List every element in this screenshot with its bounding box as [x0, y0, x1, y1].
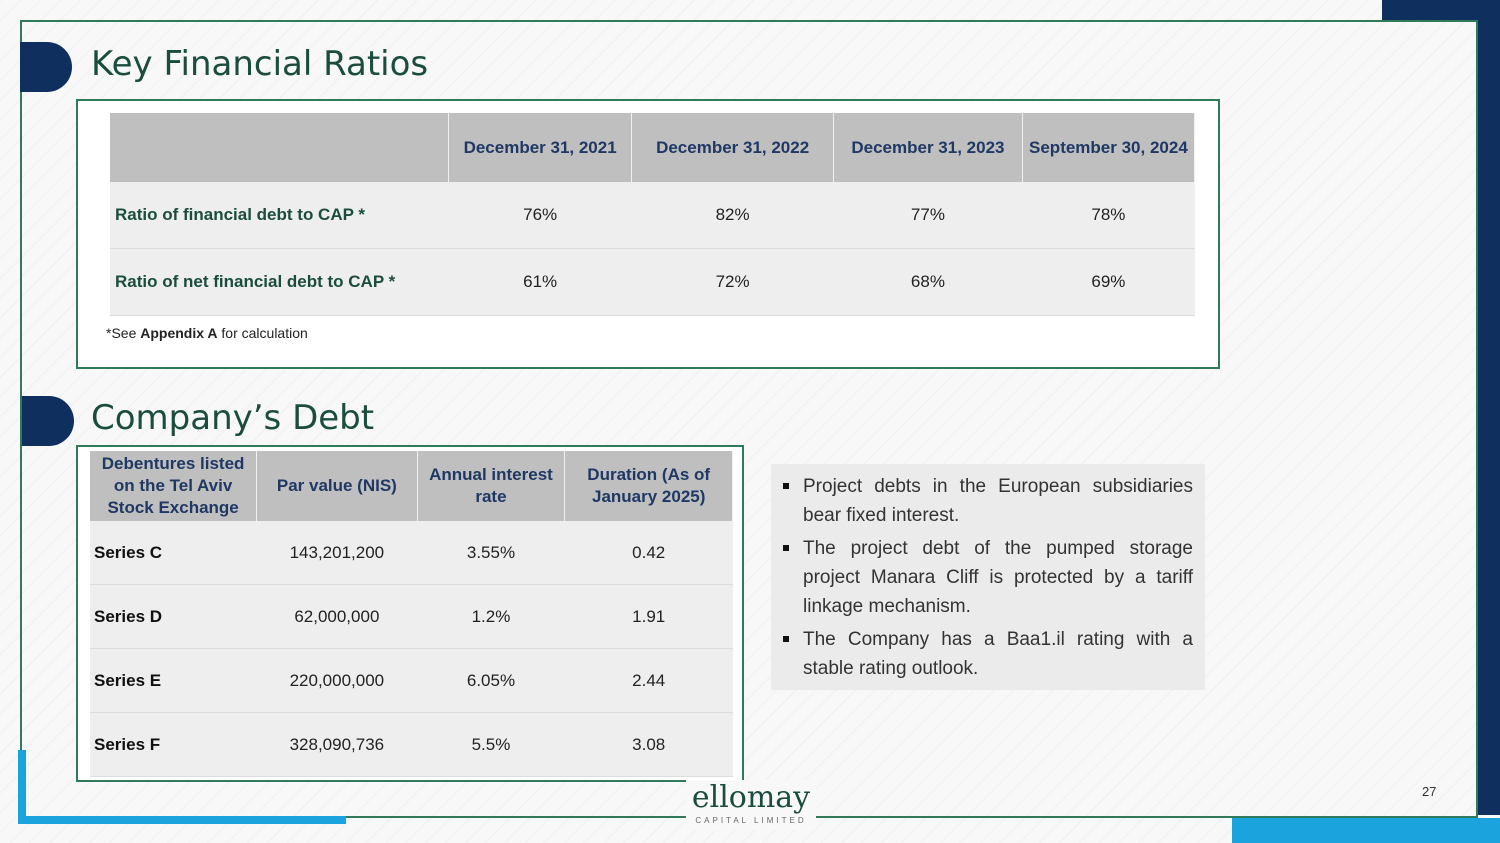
page-number: 27: [1422, 784, 1437, 799]
corner-accent-left: [18, 750, 26, 824]
list-item: Project debts in the European subsidiari…: [783, 472, 1193, 530]
table-cell: 82%: [631, 182, 834, 249]
bullet-square-icon: [783, 483, 789, 489]
ratios-header-2024: September 30, 2024: [1022, 113, 1196, 182]
ratios-header-row: December 31, 2021 December 31, 2022 Dece…: [110, 113, 1196, 182]
table-cell: 1.91: [564, 584, 733, 649]
table-row: Series D 62,000,000 1.2% 1.91: [90, 584, 733, 649]
table-row: Series E 220,000,000 6.05% 2.44: [90, 648, 733, 713]
table-cell: 0.42: [564, 521, 733, 585]
row-label: Series C: [90, 521, 257, 585]
table-cell: 220,000,000: [256, 648, 418, 713]
debt-notes-box: Project debts in the European subsidiari…: [771, 464, 1205, 690]
corner-accent-bottom-left: [18, 816, 346, 824]
table-cell: 143,201,200: [256, 521, 418, 585]
table-cell: 76%: [448, 182, 632, 249]
corner-accent-right: [1478, 0, 1500, 815]
table-cell: 62,000,000: [256, 584, 418, 649]
table-cell: 78%: [1022, 182, 1195, 249]
footnote-appendix: Appendix A: [140, 325, 218, 341]
table-cell: 3.08: [564, 712, 733, 777]
row-label: Series F: [90, 712, 257, 777]
table-cell: 68%: [833, 248, 1023, 316]
ratios-footnote: *See Appendix A for calculation: [106, 325, 308, 341]
table-cell: 328,090,736: [256, 712, 418, 777]
corner-accent-bottom-right: [1232, 818, 1500, 843]
table-cell: 3.55%: [417, 521, 565, 585]
table-cell: 61%: [448, 248, 632, 316]
row-label: Ratio of financial debt to CAP *: [110, 182, 449, 249]
list-item: The Company has a Baa1.il rating with a …: [783, 625, 1193, 683]
table-row: Series C 143,201,200 3.55% 0.42: [90, 521, 733, 585]
table-cell: 77%: [833, 182, 1023, 249]
ratios-title: Key Financial Ratios: [91, 44, 429, 84]
ratios-table: December 31, 2021 December 31, 2022 Dece…: [110, 113, 1196, 316]
ratios-header-2023: December 31, 2023: [833, 113, 1023, 182]
debt-header-debentures: Debentures listed on the Tel Aviv Stock …: [90, 451, 258, 521]
ratios-header-2021: December 31, 2021: [448, 113, 633, 182]
bullet-list: Project debts in the European subsidiari…: [783, 472, 1193, 683]
row-label: Series E: [90, 648, 257, 713]
logo-wordmark: ellomay: [691, 780, 811, 815]
footnote-suffix: for calculation: [217, 325, 308, 341]
table-row: Ratio of financial debt to CAP * 76% 82%…: [110, 182, 1195, 249]
section-marker-ratios: [20, 42, 72, 92]
bullet-text: Project debts in the European subsidiari…: [803, 476, 1193, 526]
table-row: Ratio of net financial debt to CAP * 61%…: [110, 248, 1195, 316]
ratios-header-2022: December 31, 2022: [631, 113, 835, 182]
debt-header-interest: Annual interest rate: [417, 451, 566, 521]
footnote-prefix: *See: [106, 325, 141, 341]
slide-frame: [20, 20, 1478, 816]
debt-title: Company’s Debt: [91, 398, 375, 438]
bullet-square-icon: [783, 545, 789, 551]
company-logo: ellomay CAPITAL LIMITED: [686, 780, 816, 830]
table-row: Series F 328,090,736 5.5% 3.08: [90, 712, 733, 777]
bullet-text: The Company has a Baa1.il rating with a …: [803, 629, 1193, 679]
section-marker-debt: [22, 396, 74, 446]
table-cell: 1.2%: [417, 584, 565, 649]
ratios-header-empty: [110, 113, 450, 182]
debt-header-row: Debentures listed on the Tel Aviv Stock …: [90, 451, 733, 521]
list-item: The project debt of the pumped storage p…: [783, 534, 1193, 621]
table-cell: 5.5%: [417, 712, 565, 777]
bullet-square-icon: [783, 636, 789, 642]
bullet-text: The project debt of the pumped storage p…: [803, 538, 1193, 617]
table-cell: 69%: [1022, 248, 1195, 316]
table-cell: 6.05%: [417, 648, 565, 713]
row-label: Ratio of net financial debt to CAP *: [110, 248, 449, 316]
debt-table: Debentures listed on the Tel Aviv Stock …: [90, 451, 733, 777]
debt-header-par-value: Par value (NIS): [256, 451, 418, 521]
corner-accent-top: [1382, 0, 1500, 20]
row-label: Series D: [90, 584, 257, 649]
debt-header-duration: Duration (As of January 2025): [564, 451, 733, 521]
table-cell: 2.44: [564, 648, 733, 713]
logo-subtitle: CAPITAL LIMITED: [695, 816, 807, 825]
table-cell: 72%: [631, 248, 834, 316]
